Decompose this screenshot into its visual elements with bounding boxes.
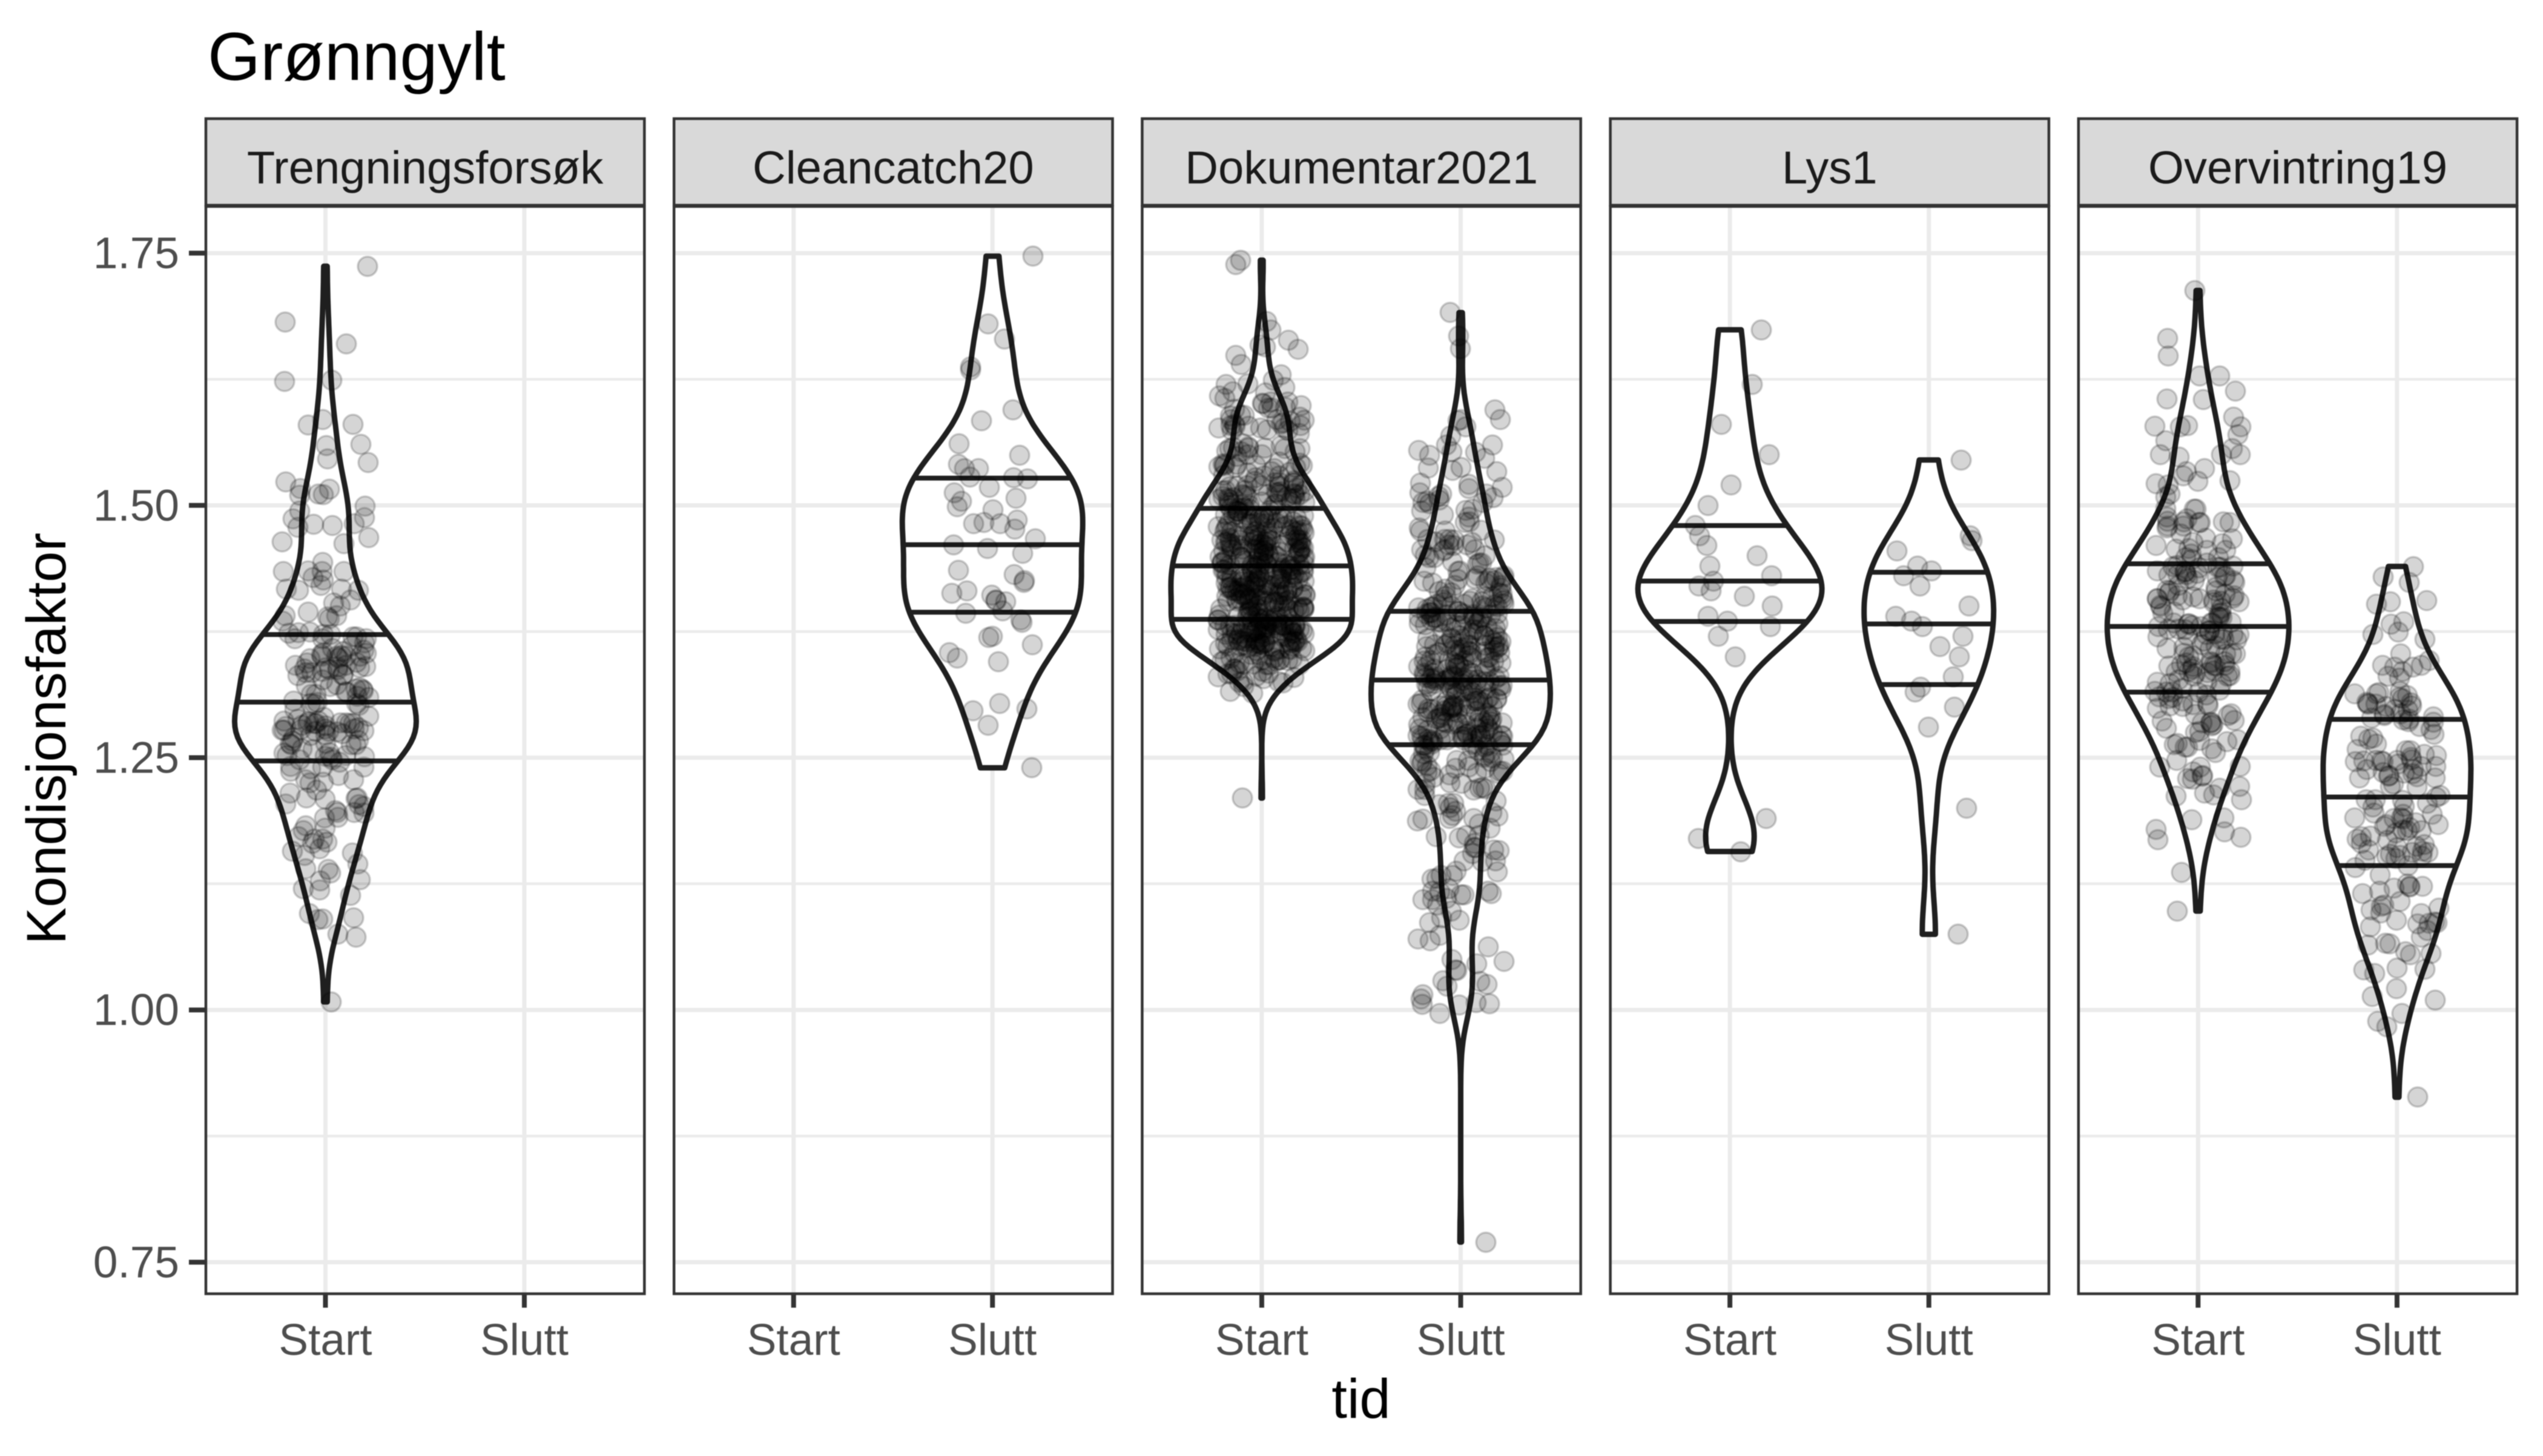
svg-text:Cleancatch20: Cleancatch20 [753, 142, 1034, 194]
svg-text:Dokumentar2021: Dokumentar2021 [1185, 142, 1538, 194]
svg-text:Slutt: Slutt [2353, 1316, 2441, 1365]
svg-text:1.75: 1.75 [93, 229, 179, 278]
svg-text:Start: Start [1215, 1316, 1308, 1365]
svg-text:Slutt: Slutt [948, 1316, 1037, 1365]
svg-text:1.25: 1.25 [93, 734, 179, 783]
svg-text:Slutt: Slutt [1416, 1316, 1505, 1365]
svg-text:1.00: 1.00 [93, 986, 179, 1035]
svg-text:Overvintring19: Overvintring19 [2148, 142, 2447, 194]
svg-text:Kondisjonsfaktor: Kondisjonsfaktor [16, 533, 78, 944]
svg-text:Slutt: Slutt [480, 1316, 569, 1365]
svg-text:Slutt: Slutt [1885, 1316, 1973, 1365]
svg-text:tid: tid [1331, 1368, 1390, 1430]
svg-text:Lys1: Lys1 [1782, 142, 1878, 194]
svg-text:Start: Start [747, 1316, 840, 1365]
svg-text:Start: Start [1683, 1316, 1776, 1365]
svg-text:0.75: 0.75 [93, 1238, 179, 1287]
svg-text:Start: Start [279, 1316, 372, 1365]
svg-text:Start: Start [2151, 1316, 2245, 1365]
svg-text:1.50: 1.50 [93, 481, 179, 530]
svg-text:Grønngylt: Grønngylt [208, 19, 506, 94]
svg-text:Trengningsforsøk: Trengningsforsøk [247, 142, 604, 194]
